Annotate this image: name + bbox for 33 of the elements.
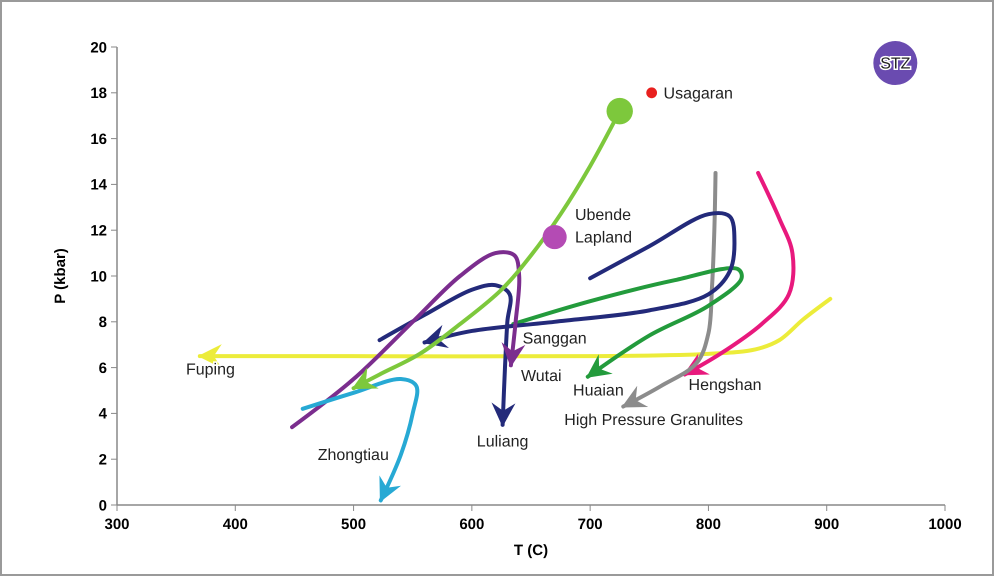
series-label: Hengshan: [688, 377, 762, 394]
x-tick-label: 900: [814, 516, 840, 533]
y-tick-label: 4: [98, 406, 108, 423]
x-axis-title: T (C): [514, 542, 548, 559]
y-tick-label: 8: [98, 314, 107, 332]
y-tick-label: 18: [90, 85, 107, 102]
y-tick-label: 2: [98, 451, 107, 468]
y-tick-label: 0: [98, 497, 107, 514]
x-tick-label: 1000: [928, 516, 962, 533]
x-tick-label: 300: [104, 516, 130, 533]
series-label: Fuping: [186, 362, 235, 379]
y-tick-label: 14: [90, 176, 108, 194]
y-tick-label: 16: [90, 130, 107, 148]
series-label: STZ: [880, 56, 911, 73]
y-axis-title: P (kbar): [52, 248, 69, 304]
y-tick-label: 10: [90, 268, 107, 286]
series-label: Wutai: [520, 368, 562, 385]
series-label: Usagaran: [664, 85, 733, 102]
series-label: High Pressure Granulites: [564, 412, 744, 430]
x-tick-label: 800: [696, 516, 721, 533]
y-tick-label: 20: [90, 39, 107, 56]
x-tick-label: 500: [341, 516, 366, 533]
x-tick-label: 400: [222, 516, 248, 533]
y-tick-label: 6: [98, 360, 107, 377]
series-label: Sanggan: [522, 330, 587, 348]
series-label: Lapland: [575, 230, 632, 247]
series-label: Ubende: [574, 206, 632, 224]
series-label: Huaian: [573, 382, 624, 400]
x-tick-label: 600: [459, 516, 484, 533]
series-label: Luliang: [476, 433, 528, 450]
y-tick-label: 12: [90, 222, 107, 240]
x-tick-label: 700: [578, 516, 603, 533]
series-label: Zhongtiau: [318, 447, 389, 464]
